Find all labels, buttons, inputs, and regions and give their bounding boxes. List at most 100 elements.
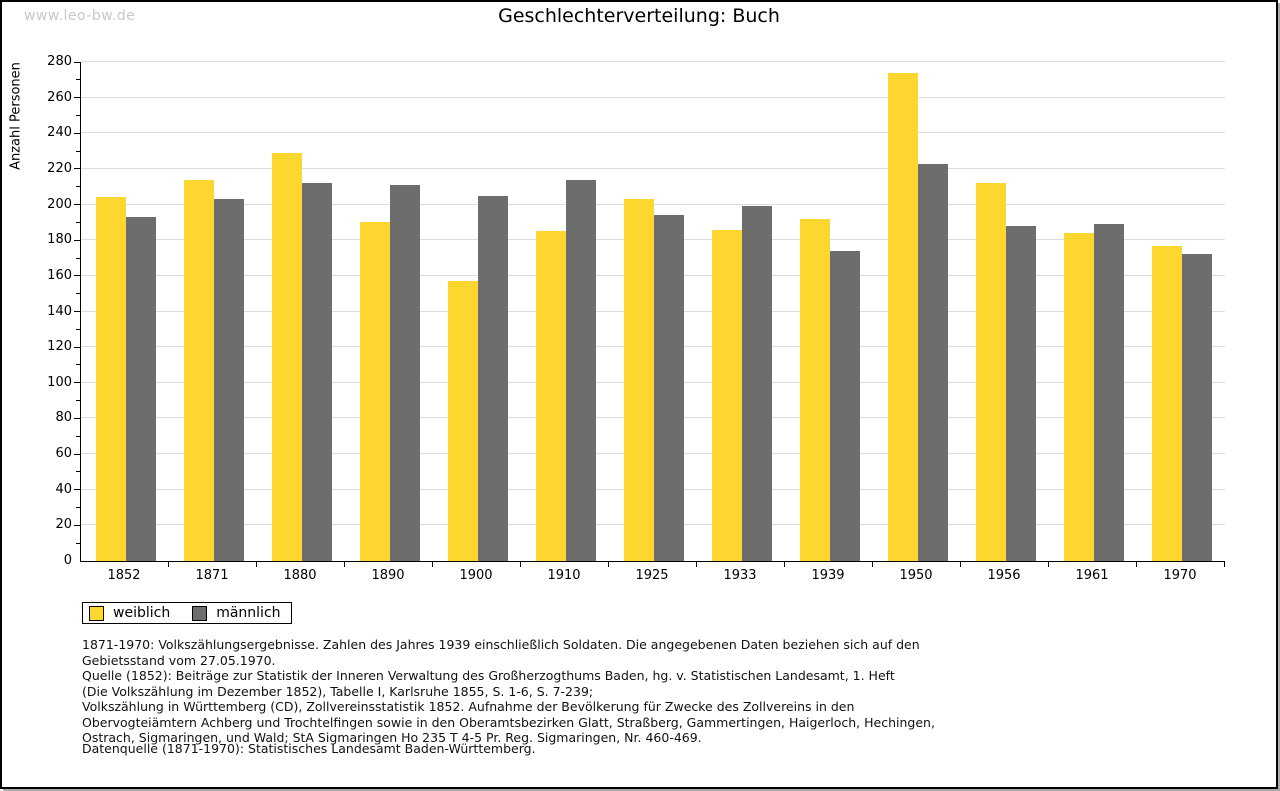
x-tick-5 <box>608 562 609 567</box>
y-tick-minor-150 <box>76 293 80 295</box>
x-tick-label-1925: 1925 <box>635 568 669 583</box>
bar-weiblich-1970[interactable] <box>1152 245 1182 561</box>
y-tick-label-80: 80 <box>55 410 72 426</box>
x-tick-11 <box>1136 562 1137 567</box>
y-tick-minor-10 <box>76 542 80 544</box>
bar-weiblich-1939[interactable] <box>800 218 830 561</box>
x-tick-label-1950: 1950 <box>899 568 933 583</box>
y-tick-minor-130 <box>76 328 80 330</box>
y-tick-major-220 <box>74 168 80 170</box>
y-tick-major-240 <box>74 132 80 134</box>
y-tick-major-140 <box>74 311 80 312</box>
x-tick-10 <box>1048 562 1049 567</box>
y-tick-label-100: 100 <box>47 374 72 390</box>
y-tick-minor-250 <box>76 114 80 116</box>
bar-männlich-1925[interactable] <box>654 215 684 561</box>
bar-weiblich-1890[interactable] <box>360 222 390 561</box>
y-tick-label-0: 0 <box>63 553 72 568</box>
y-axis-label: Anzahl Personen <box>8 62 24 170</box>
y-tick-label-220: 220 <box>47 160 72 176</box>
y-tick-label-240: 240 <box>47 125 72 141</box>
x-tick-8 <box>872 562 873 567</box>
x-tick-label-1910: 1910 <box>547 568 581 583</box>
y-tick-major-180 <box>74 239 80 241</box>
footnotes: 1871-1970: Volkszählungsergebnisse. Zahl… <box>82 637 1222 746</box>
bar-weiblich-1925[interactable] <box>624 199 654 561</box>
bar-weiblich-1900[interactable] <box>448 281 478 561</box>
y-tick-label-200: 200 <box>47 196 72 212</box>
y-tick-label-20: 20 <box>55 517 72 533</box>
x-tick-label-1933: 1933 <box>723 568 757 583</box>
y-tick-minor-170 <box>76 257 80 259</box>
bar-männlich-1871[interactable] <box>214 199 244 561</box>
x-tick-2 <box>344 562 345 567</box>
bar-männlich-1933[interactable] <box>742 206 772 561</box>
x-tick-label-1890: 1890 <box>371 568 405 583</box>
y-tick-minor-70 <box>76 435 80 437</box>
bar-weiblich-1910[interactable] <box>536 231 566 561</box>
x-tick-9 <box>960 562 961 567</box>
chart-title: Geschlechterverteilung: Buch <box>498 5 780 27</box>
x-tick-4 <box>520 562 521 567</box>
footnote-line-5: Volkszählung in Württemberg (CD), Zollve… <box>82 699 855 714</box>
legend: weiblich männlich <box>82 602 292 624</box>
y-tick-label-280: 280 <box>47 54 72 69</box>
x-tick-12 <box>1224 562 1225 567</box>
x-tick-1 <box>256 562 257 567</box>
y-tick-minor-270 <box>76 79 80 81</box>
bar-weiblich-1880[interactable] <box>272 152 302 561</box>
footnote-line-3: Quelle (1852): Beiträge zur Statistik de… <box>82 668 895 683</box>
y-tick-major-280 <box>74 61 80 63</box>
x-tick-label-1900: 1900 <box>459 568 493 583</box>
legend-item-weiblich: weiblich <box>89 605 170 621</box>
y-tick-major-260 <box>74 97 80 99</box>
bar-weiblich-1950[interactable] <box>888 72 918 561</box>
bar-männlich-1900[interactable] <box>478 195 508 561</box>
bar-männlich-1880[interactable] <box>302 183 332 561</box>
y-tick-label-60: 60 <box>55 446 72 462</box>
x-tick-label-1871: 1871 <box>195 568 229 583</box>
y-tick-major-200 <box>74 204 80 206</box>
bar-weiblich-1956[interactable] <box>976 183 1006 561</box>
x-tick-label-1961: 1961 <box>1075 568 1109 583</box>
gridline-y-260 <box>81 96 1225 98</box>
x-tick-label-1956: 1956 <box>987 568 1021 583</box>
bar-weiblich-1871[interactable] <box>184 179 214 561</box>
bar-männlich-1910[interactable] <box>566 179 596 561</box>
bar-weiblich-1852[interactable] <box>96 197 126 561</box>
y-tick-label-260: 260 <box>47 89 72 105</box>
x-tick-label-1852: 1852 <box>107 568 141 583</box>
datasource-note: Datenquelle (1871-1970): Statistisches L… <box>82 741 536 756</box>
y-tick-minor-90 <box>76 400 80 402</box>
y-tick-label-160: 160 <box>47 267 72 283</box>
y-tick-major-120 <box>74 346 80 348</box>
y-tick-minor-30 <box>76 507 80 509</box>
y-tick-major-80 <box>74 417 80 419</box>
footnote-line-7: Ostrach, Sigmaringen, und Wald; StA Sigm… <box>82 730 702 745</box>
bar-weiblich-1933[interactable] <box>712 229 742 561</box>
footnote-line-2: Gebietsstand vom 27.05.1970. <box>82 652 276 668</box>
bar-männlich-1970[interactable] <box>1182 254 1212 561</box>
bar-männlich-1961[interactable] <box>1094 224 1124 561</box>
footnote-line-6: Obervogteiämtern Achberg und Trochtelfin… <box>82 714 935 730</box>
y-tick-label-140: 140 <box>47 303 72 319</box>
y-tick-major-40 <box>74 489 80 491</box>
y-tick-major-20 <box>74 524 80 526</box>
x-tick-3 <box>432 562 433 567</box>
legend-swatch-männlich <box>192 605 208 621</box>
x-tick-label-1880: 1880 <box>283 568 317 583</box>
y-tick-minor-230 <box>76 150 80 152</box>
bar-weiblich-1961[interactable] <box>1064 233 1094 561</box>
x-tick-7 <box>784 562 785 567</box>
gridline-y-220 <box>81 167 1225 169</box>
bar-männlich-1939[interactable] <box>830 250 860 561</box>
bar-männlich-1956[interactable] <box>1006 225 1036 561</box>
legend-label-weiblich: weiblich <box>113 605 171 621</box>
leo-bw-watermark: www.leo-bw.de <box>24 8 136 24</box>
bar-männlich-1852[interactable] <box>126 217 156 561</box>
bar-männlich-1890[interactable] <box>390 184 420 561</box>
bar-männlich-1950[interactable] <box>918 163 948 561</box>
gridline-y-280 <box>81 61 1225 62</box>
y-tick-label-40: 40 <box>55 481 72 497</box>
